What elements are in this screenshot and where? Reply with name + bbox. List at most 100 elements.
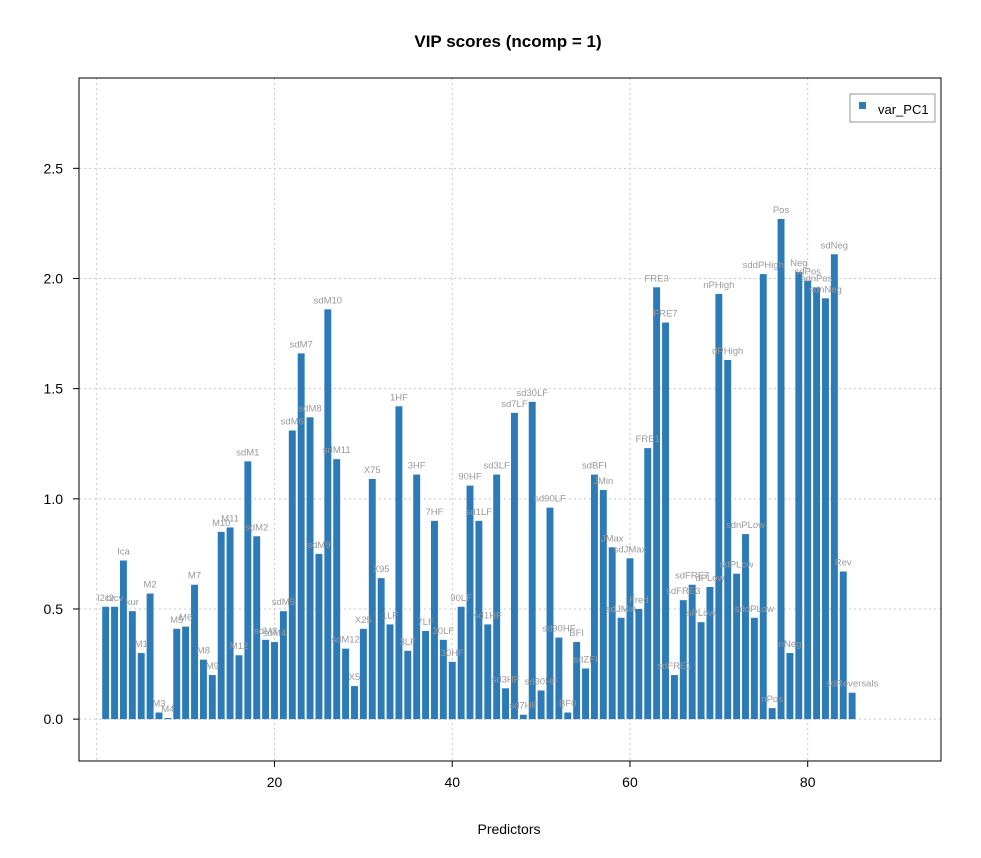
- bar-label-71: dPHigh: [712, 346, 743, 357]
- bar-20: [271, 642, 278, 720]
- bar-15: [226, 527, 234, 720]
- bar-label-60: sdJMax: [614, 544, 647, 555]
- bar-label-37: 7LF: [417, 617, 434, 628]
- bar-47: [510, 412, 518, 720]
- bar-79: [795, 271, 803, 720]
- bar-label-40: 30HF: [441, 648, 464, 659]
- bar-label-23: sdM7: [290, 339, 313, 350]
- bar-57: [599, 490, 607, 720]
- bar-label-82: sdnNeg: [809, 284, 842, 295]
- bar-label-14: M10: [212, 518, 230, 529]
- bar-56: [590, 474, 598, 720]
- bar-label-84: Rev: [835, 558, 852, 569]
- bar-67: [688, 584, 696, 720]
- bar-label-83: sdNeg: [821, 240, 848, 251]
- bar-label-36: 3HF: [408, 461, 426, 472]
- bar-58: [608, 547, 616, 720]
- bar-label-65: sdFRE1: [657, 661, 691, 672]
- bar-68: [697, 622, 705, 720]
- bar-label-41: 90LF: [450, 593, 472, 604]
- bar-5: [137, 653, 145, 720]
- bar-label-51: sd90LF: [534, 494, 566, 505]
- bar-label-78: nNeg: [779, 639, 802, 650]
- bar-83: [830, 254, 838, 720]
- bar-label-48: sd7HF: [509, 701, 537, 712]
- y-tick-label-0: 0.0: [44, 711, 64, 727]
- y-axis: 0.0 0.5 1.0 1.5 2.0 2.5: [44, 160, 79, 727]
- bar-30: [359, 628, 367, 720]
- bar-8: [164, 718, 172, 720]
- bar-label-24: sdM8: [298, 403, 321, 414]
- bar-36: [413, 474, 421, 720]
- bar-label-68: sPLow: [687, 608, 716, 619]
- bar-label-3: Ica: [117, 547, 130, 558]
- bar-label-28: sdM12: [331, 635, 360, 646]
- bar-45: [493, 474, 501, 720]
- bar-44: [484, 624, 492, 720]
- bar-label-31: X75: [364, 465, 381, 476]
- bar-46: [502, 688, 510, 720]
- bar-label-30: X25: [355, 615, 372, 626]
- bar-74: [750, 617, 758, 720]
- bar-49: [528, 401, 536, 720]
- bar-26: [324, 309, 332, 720]
- bar-label-27: sdM11: [323, 445, 351, 456]
- bar-64: [662, 322, 669, 720]
- x-tick-label-3: 80: [800, 774, 816, 790]
- x-axis-label: Predictors: [477, 821, 540, 837]
- bar-75: [759, 274, 767, 720]
- bar-41: [457, 606, 465, 720]
- y-tick-label-3: 1.5: [44, 381, 64, 397]
- bar-label-20: sdM4: [263, 628, 286, 639]
- bar-31: [368, 478, 376, 720]
- bar-label-34: 1HF: [390, 392, 408, 403]
- bar-label-43: sd1LF: [466, 507, 493, 518]
- bar-59: [617, 617, 625, 720]
- bar-78: [786, 653, 794, 720]
- bar-label-1: I2cv: [97, 593, 115, 604]
- bar-62: [644, 448, 652, 720]
- bar-label-57: JMin: [593, 476, 613, 487]
- bar-label-38: 7HF: [425, 507, 443, 518]
- bar-37: [422, 631, 430, 720]
- bar-66: [679, 600, 687, 720]
- bar-label-39: 30LF: [433, 626, 455, 637]
- bar-label-66: sdFRE3: [666, 586, 700, 597]
- bar-27: [333, 459, 341, 720]
- bar-label-6: M2: [143, 580, 156, 591]
- x-tick-label-0: 20: [267, 774, 283, 790]
- y-tick-label-2: 1.0: [44, 491, 64, 507]
- bar-22: [288, 430, 296, 720]
- bar-48: [519, 714, 527, 720]
- bar-18: [253, 536, 261, 720]
- bar-label-75: sddPHigh: [743, 260, 784, 271]
- chart-title: VIP scores (ncomp = 1): [414, 32, 601, 51]
- bar-53: [564, 712, 572, 720]
- bar-77: [777, 219, 785, 720]
- bar-12: [199, 659, 207, 720]
- bar-81: [813, 287, 821, 720]
- bar-54: [573, 642, 581, 720]
- bar-label-49: sd30LF: [516, 388, 548, 399]
- bar-label-13: M9: [206, 661, 219, 672]
- bar-43: [475, 520, 483, 720]
- bar-label-63: FRE3: [644, 273, 668, 284]
- bar-label-17: sdM1: [236, 447, 259, 458]
- bar-17: [244, 461, 252, 720]
- bar-label-2: I2cv: [106, 593, 124, 604]
- bar-7: [155, 712, 163, 720]
- bar-61: [635, 608, 643, 720]
- legend-swatch: [859, 102, 866, 109]
- y-tick-label-1: 0.5: [44, 601, 64, 617]
- bar-label-76: nPos: [761, 694, 783, 705]
- bar-13: [208, 675, 216, 720]
- bar-label-35: 3LF: [400, 637, 417, 648]
- grid-lines: [79, 78, 941, 761]
- bar-label-73: sdnPLow: [726, 520, 765, 531]
- bar-40: [448, 661, 456, 720]
- bar-34: [395, 406, 403, 720]
- bar-51: [546, 507, 554, 720]
- bar-label-19: sdM3: [254, 626, 277, 637]
